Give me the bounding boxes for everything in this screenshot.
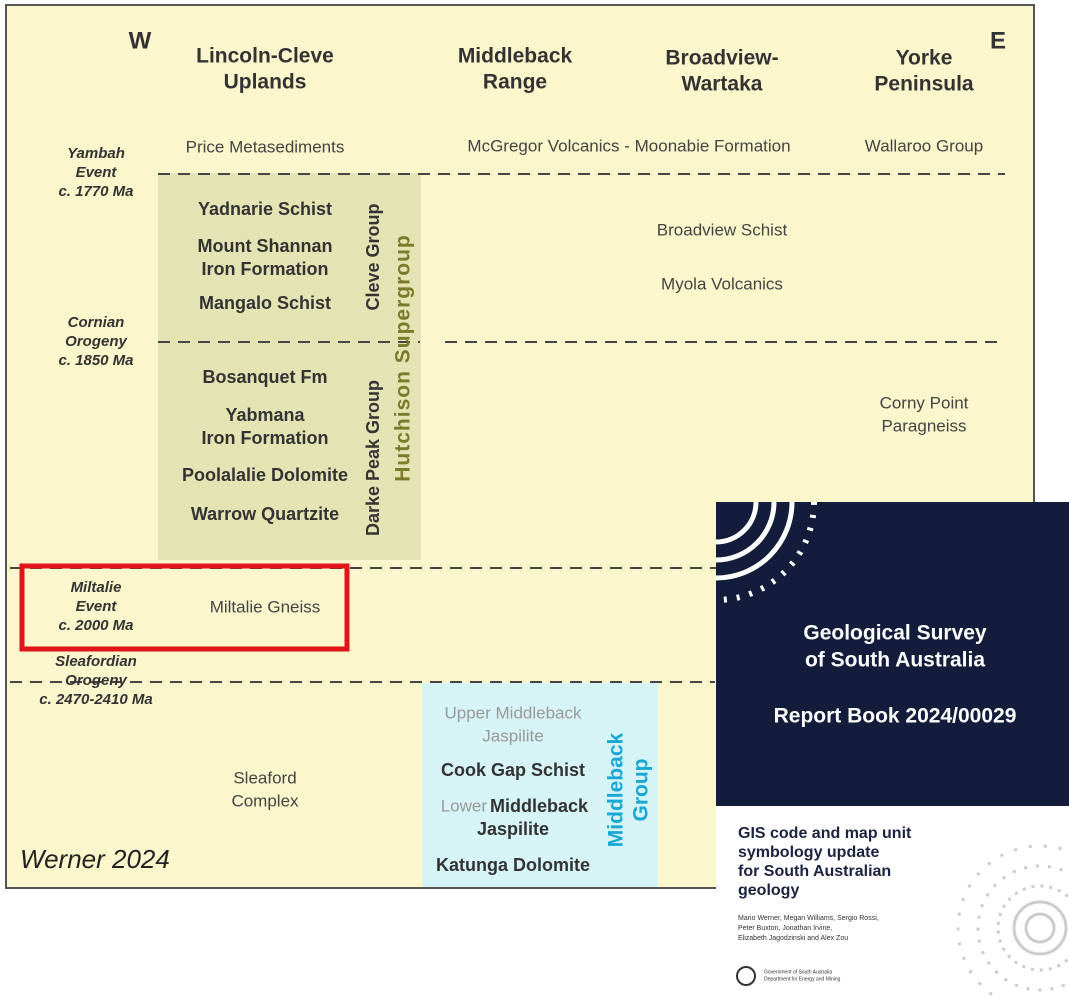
column-header: Peninsula	[874, 73, 974, 96]
unit-label: Poolalalie Dolomite	[182, 465, 348, 485]
event-label: c. 1850 Ma	[58, 352, 133, 369]
unit-label: Mount Shannan	[198, 236, 333, 256]
column-header: Yorke	[896, 47, 953, 70]
event-label: c. 2000 Ma	[58, 617, 133, 634]
cover-subtitle: for South Australian	[738, 863, 891, 880]
unit-label: Mangalo Schist	[199, 293, 331, 313]
supergroup-label: Hutchison Supergroup	[392, 234, 415, 482]
column-header: Lincoln-Cleve	[196, 45, 334, 68]
unit-label: Sleaford	[233, 768, 296, 787]
cover-logo-text: Government of South Australia	[764, 969, 832, 975]
credit: Werner 2024	[20, 844, 170, 874]
cover-logo	[736, 966, 756, 986]
cover-title: of South Australia	[805, 649, 985, 672]
unit-label: Iron Formation	[202, 428, 329, 448]
cover-logo-text: Department for Energy and Mining	[764, 976, 841, 982]
compass-label: W	[129, 27, 152, 54]
event-label: Event	[76, 164, 118, 181]
cover-subtitle: geology	[738, 882, 799, 899]
event-label: Yambah	[67, 145, 125, 162]
event-label: c. 2470-2410 Ma	[39, 691, 152, 708]
unit-label: Wallaroo Group	[865, 136, 983, 155]
unit-label: Jaspilite	[477, 819, 549, 839]
group-label: Group	[630, 759, 653, 822]
group-label: Middleback	[605, 733, 628, 848]
unit-label: Cook Gap Schist	[441, 760, 585, 780]
cover-authors: Mario Werner, Megan Williams, Sergio Ros…	[738, 915, 879, 922]
unit-label: Complex	[231, 791, 299, 810]
unit-label: Corny Point	[880, 393, 969, 412]
unit-label: Iron Formation	[202, 259, 329, 279]
middleback-panel	[422, 683, 658, 887]
unit-label: Yabmana	[225, 405, 305, 425]
unit-label: Lower	[441, 796, 488, 815]
cover-subtitle: GIS code and map unit	[738, 825, 912, 842]
unit-label: Jaspilite	[482, 726, 543, 745]
event-label: Sleafordian	[55, 653, 137, 670]
event-label: c. 1770 Ma	[58, 183, 133, 200]
cover-authors: Elizabeth Jagodzinski and Alex Zou	[738, 935, 848, 942]
cover-subtitle: symbology update	[738, 844, 879, 861]
hutchison-panel	[158, 173, 421, 560]
cover-report: Report Book 2024/00029	[774, 705, 1017, 728]
event-label: Orogeny	[65, 672, 127, 689]
column-header: Uplands	[224, 71, 307, 94]
column-header: Middleback	[458, 45, 573, 68]
unit-label: Upper Middleback	[444, 703, 582, 722]
cover-authors: Peter Buxton, Jonathan Irvine,	[738, 925, 832, 932]
cover-rings	[956, 844, 1069, 999]
compass-label: E	[990, 27, 1006, 54]
group-label: Darke Peak Group	[363, 380, 383, 536]
unit-label: Price Metasediments	[186, 137, 345, 156]
unit-label: Paragneiss	[881, 416, 966, 435]
group-label: Cleve Group	[363, 203, 383, 310]
unit-label: Middleback	[490, 796, 589, 816]
column-header: Wartaka	[682, 73, 763, 96]
unit-label: Yadnarie Schist	[198, 199, 332, 219]
cover-bottom	[716, 806, 1069, 999]
unit-label: Katunga Dolomite	[436, 855, 590, 875]
event-label: Event	[76, 598, 118, 615]
column-header: Broadview-	[665, 47, 778, 70]
cover-title: Geological Survey	[803, 622, 987, 645]
column-header: Range	[483, 71, 547, 94]
event-label: Cornian	[68, 314, 125, 331]
highlight-box	[19, 563, 350, 652]
event-label: Orogeny	[65, 333, 127, 350]
unit-label: McGregor Volcanics - Moonabie Formation	[467, 136, 790, 155]
unit-label: Broadview Schist	[657, 220, 788, 239]
unit-label: Miltalie Gneiss	[210, 597, 321, 616]
event-label: Miltalie	[71, 579, 122, 596]
unit-label: Warrow Quartzite	[191, 504, 339, 524]
unit-label: Bosanquet Fm	[202, 367, 327, 387]
unit-label: Myola Volcanics	[661, 274, 783, 293]
